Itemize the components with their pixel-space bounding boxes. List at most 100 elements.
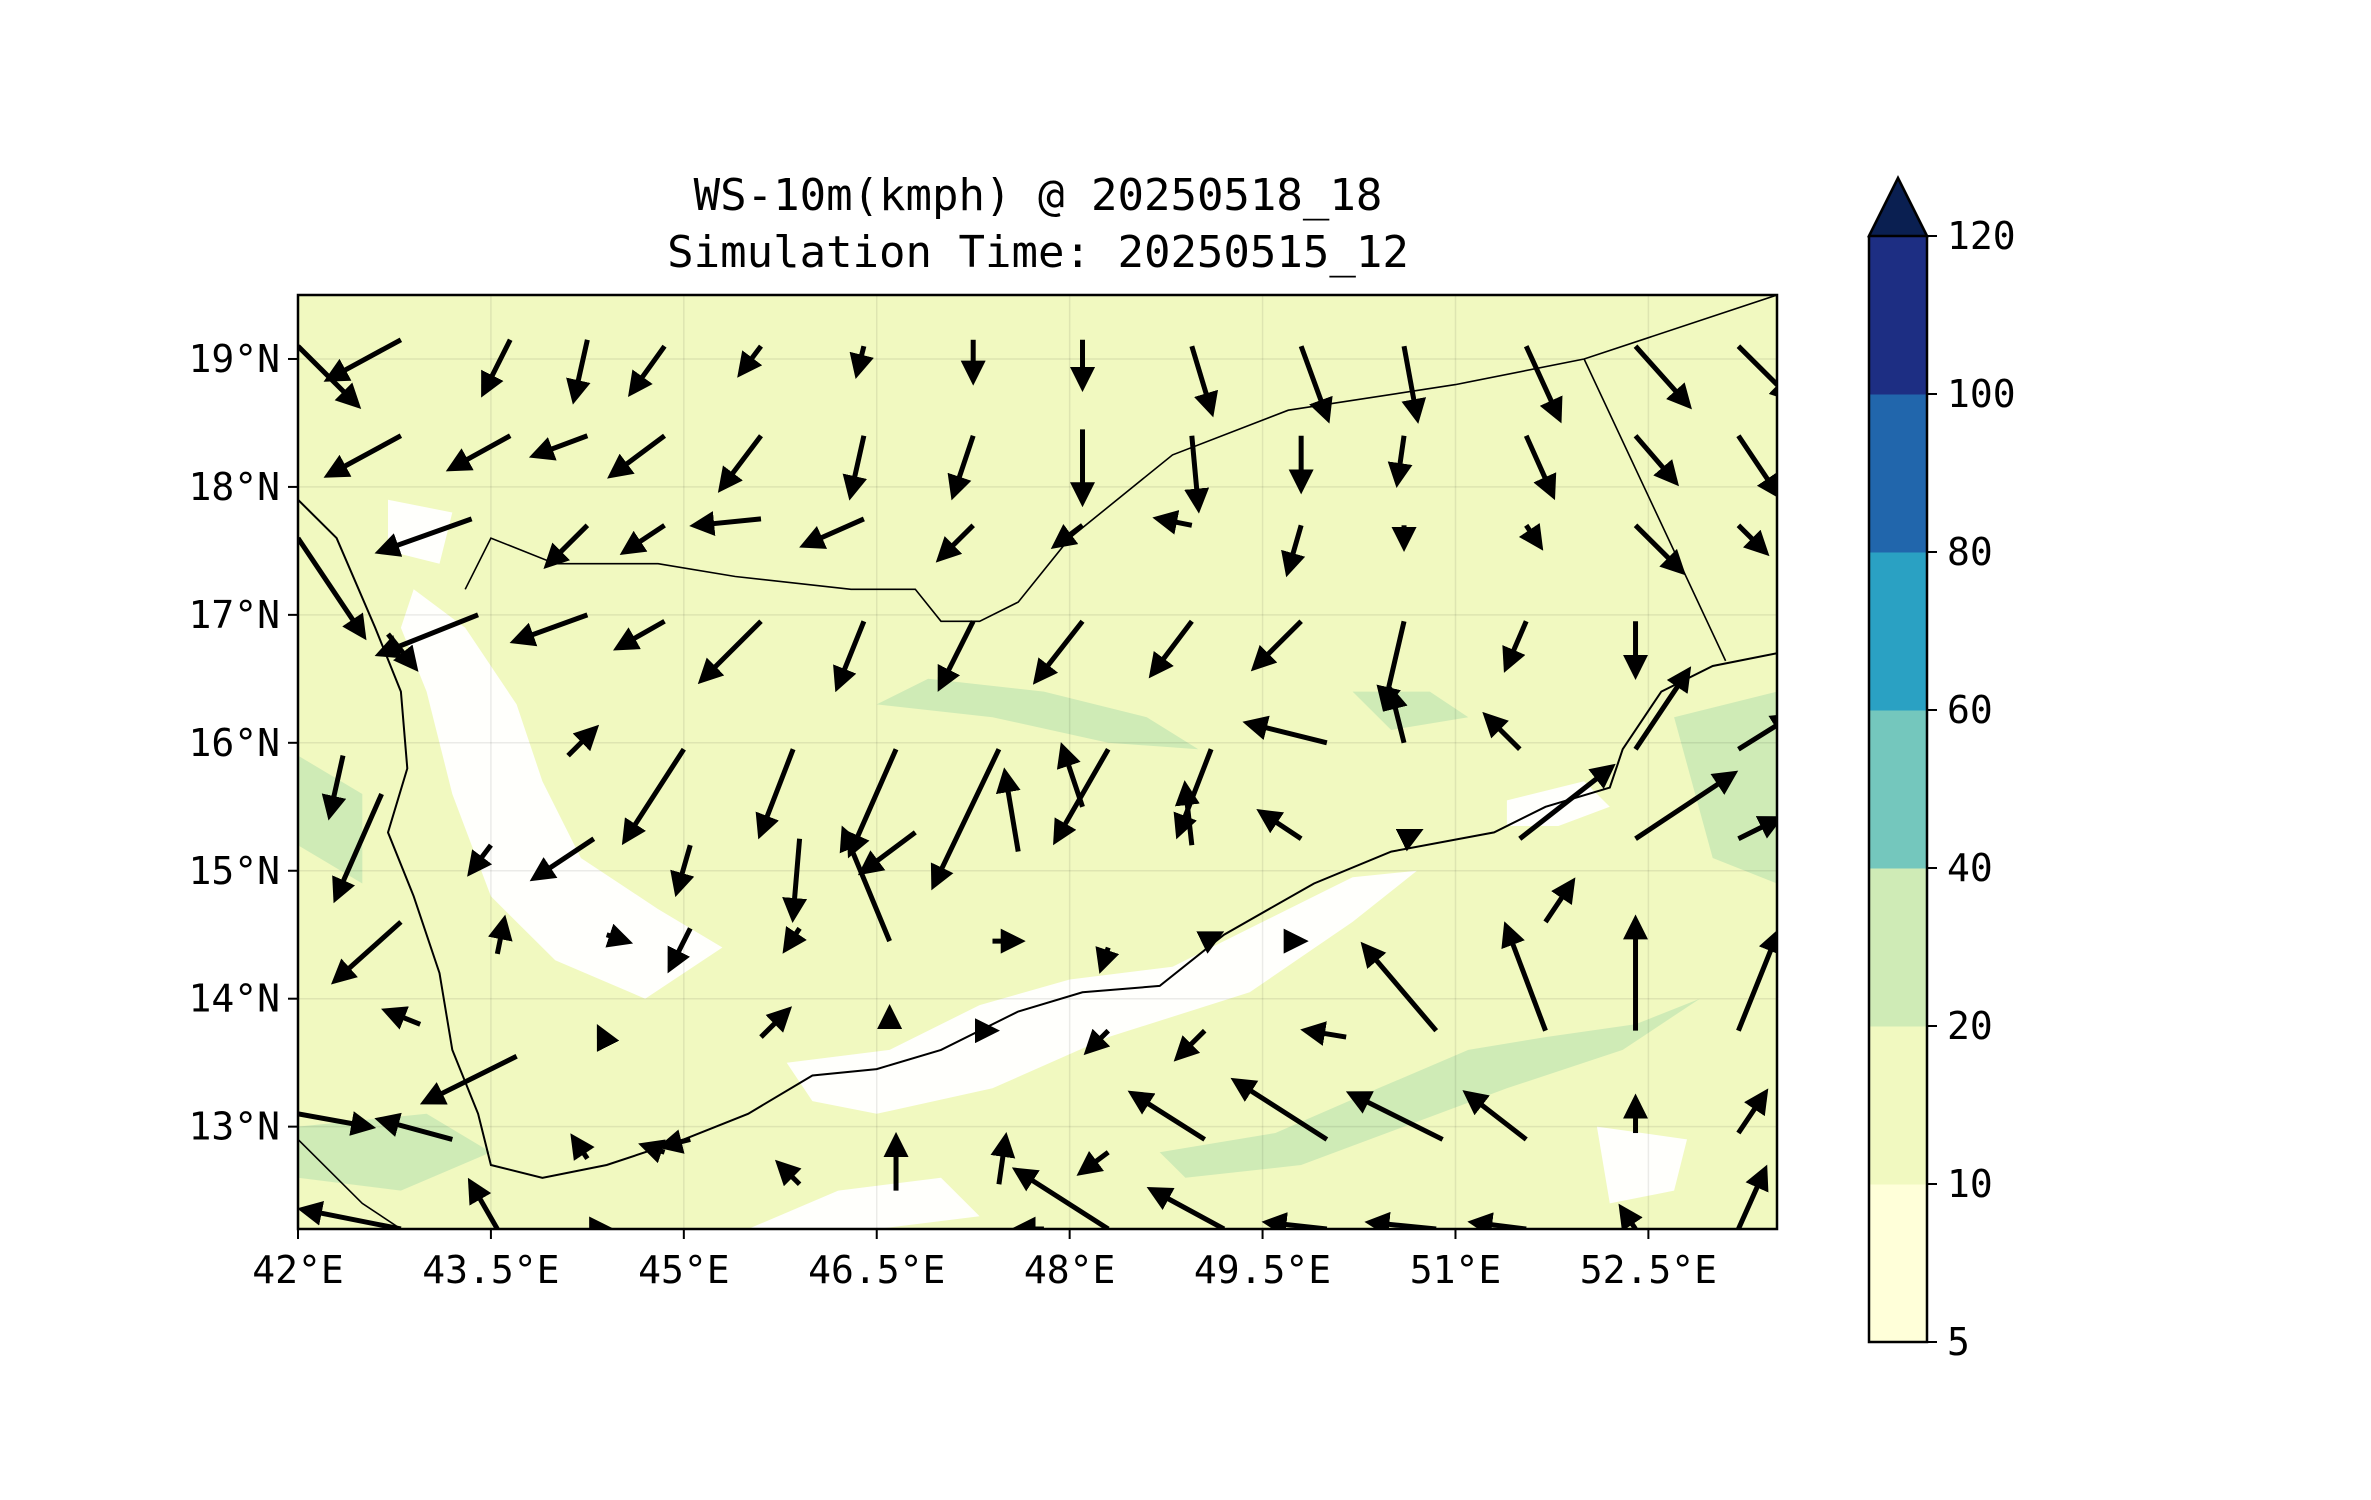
wind-arrow (799, 516, 865, 549)
wind-arrow (935, 523, 975, 563)
wind-arrow (1736, 523, 1770, 557)
mid-wind-area (1159, 998, 1700, 1178)
wind-arrow (1502, 620, 1529, 673)
wind-arrow (607, 433, 667, 479)
border-eritrea (298, 1138, 402, 1229)
wind-arrow (1174, 780, 1200, 846)
colorbar-tick-label: 40 (1947, 846, 1993, 890)
low-wind-area (388, 499, 453, 564)
x-tick-label: 43.5°E (422, 1248, 559, 1292)
wind-arrow (697, 619, 763, 685)
colorbar-segment (1869, 1026, 1927, 1185)
wind-arrow (566, 724, 600, 758)
latitude-axis: 19°N 18°N 17°N 16°N 15°N 14°N 13°N (188, 337, 298, 1149)
colorbar-segment (1869, 236, 1927, 395)
colorbar-tick-label: 100 (1947, 372, 2016, 416)
wind-arrow (374, 1112, 453, 1142)
x-tick-label: 49.5°E (1194, 1248, 1331, 1292)
wind-arrow (842, 435, 868, 501)
wind-arrow (419, 1054, 518, 1105)
wind-arrow (381, 1006, 422, 1030)
x-tick-label: 45°E (638, 1248, 730, 1292)
colorbar-segment (1869, 710, 1927, 869)
wind-arrow (1076, 1150, 1110, 1176)
wind-arrow (321, 755, 347, 821)
wind-arrow (1395, 828, 1424, 852)
mid-wind-area (298, 1113, 491, 1191)
wind-arrow (528, 433, 589, 461)
x-tick-label: 51°E (1410, 1248, 1502, 1292)
wind-arrow (759, 1006, 793, 1039)
wind-arrow (619, 523, 666, 556)
wind-arrow (566, 339, 591, 405)
low-wind-area (786, 870, 1417, 1114)
wind-arrow (1523, 434, 1557, 501)
wind-arrow (857, 830, 917, 876)
wind-arrow (1501, 921, 1548, 1032)
wind-arrow (1095, 946, 1120, 974)
map-panel[interactable] (296, 293, 1790, 1231)
y-tick-label: 18°N (188, 465, 280, 509)
wind-arrow (445, 433, 512, 472)
low-wind-area (1596, 1126, 1687, 1204)
wind-arrow (1360, 941, 1439, 1033)
y-tick-label: 16°N (188, 721, 280, 765)
wind-arrow (1256, 809, 1303, 841)
wind-arrow (1173, 1028, 1207, 1062)
wind-arrow (481, 338, 513, 398)
wind-arrow (782, 838, 808, 924)
wind-arrow (1736, 1164, 1769, 1229)
wind-arrow (543, 523, 590, 569)
colorbar: 5 10 20 40 60 80 100 120 (1866, 175, 2016, 1364)
wind-arrow (1056, 742, 1085, 808)
colorbar-tick-label: 5 (1947, 1320, 1970, 1364)
wind-arrow (774, 1159, 802, 1187)
colorbar-segment (1869, 1184, 1927, 1343)
wind-arrow (1633, 344, 1692, 410)
wind-arrow (529, 836, 596, 882)
boundary-layer (298, 295, 1777, 1229)
wind-arrow (467, 843, 493, 877)
wind-arrow (1618, 1203, 1643, 1229)
wind-arrow (1737, 816, 1777, 842)
wind-arrow (1242, 715, 1328, 746)
colorbar-segment (1869, 868, 1927, 1027)
wind-arrow (1737, 713, 1777, 752)
wind-arrow (1383, 684, 1408, 744)
wind-arrow (488, 914, 513, 955)
colorbar-tick-label: 10 (1947, 1162, 1993, 1206)
wind-arrow (1127, 1090, 1207, 1142)
wind-arrow (298, 1200, 402, 1229)
x-tick-label: 42°E (252, 1248, 344, 1292)
wind-arrow (1146, 1187, 1226, 1229)
wind-arrow (737, 344, 763, 378)
wind-arrow (1736, 434, 1777, 500)
wind-arrow (1401, 345, 1427, 424)
wind-arrow (1736, 1088, 1769, 1135)
wind-arrow (596, 1023, 620, 1052)
wind-arrow (1633, 666, 1692, 751)
wind-arrow (1281, 524, 1306, 578)
low-wind-area (400, 589, 723, 999)
wind-arrow (1518, 763, 1616, 841)
x-tick-label: 46.5°E (808, 1248, 945, 1292)
wind-arrow (1152, 510, 1193, 535)
wind-arrow (1300, 1021, 1347, 1046)
wind-arrow (467, 1177, 500, 1229)
y-tick-label: 13°N (188, 1105, 280, 1149)
wind-arrow (1184, 435, 1210, 514)
colorbar-segment (1869, 394, 1927, 553)
y-tick-label: 17°N (188, 593, 280, 637)
wind-arrow (670, 844, 695, 898)
wind-arrow (1032, 619, 1085, 685)
y-tick-label: 14°N (188, 977, 280, 1021)
colorbar-tick-label: 60 (1947, 688, 1993, 732)
wind-arrow (1345, 1091, 1444, 1142)
y-tick-label: 19°N (188, 337, 280, 381)
wind-arrow (782, 926, 807, 954)
wind-arrow (332, 792, 384, 904)
x-tick-label: 48°E (1024, 1248, 1116, 1292)
wind-arrow (947, 434, 976, 501)
longitude-axis: 42°E 43.5°E 45°E 46.5°E 48°E 49.5°E 51°E 52.5°E (252, 1229, 1717, 1292)
